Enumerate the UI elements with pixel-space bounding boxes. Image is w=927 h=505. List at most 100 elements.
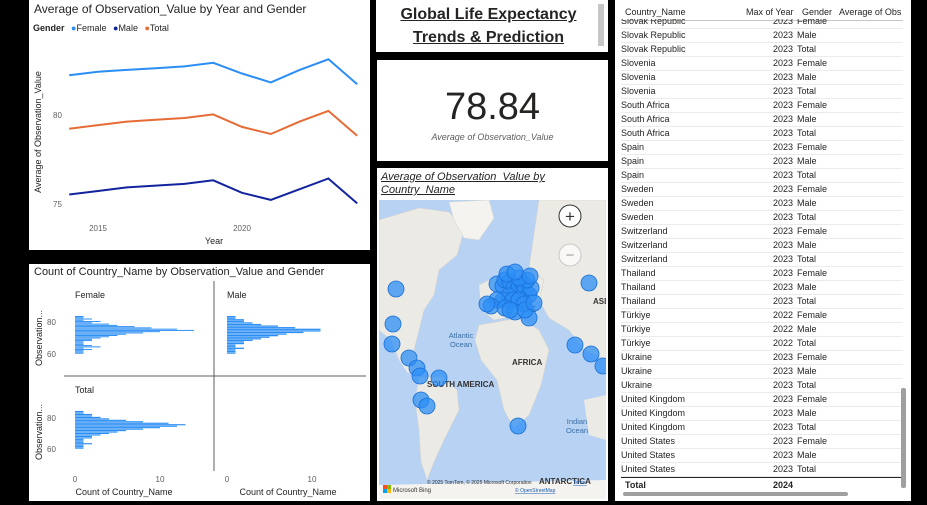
histogram-bar-female[interactable]: [75, 324, 118, 326]
histogram-bar-total[interactable]: [75, 424, 186, 426]
histogram-bar-female[interactable]: [75, 352, 84, 354]
series-line-male[interactable]: [69, 177, 358, 205]
histogram-bar-female[interactable]: [75, 347, 84, 349]
table-row[interactable]: Switzerland 2023 Male: [621, 239, 903, 253]
table-row[interactable]: Slovak Republic 2023 Female: [621, 19, 903, 29]
zoom-in-button[interactable]: [558, 204, 582, 228]
histogram-bar-female[interactable]: [75, 345, 92, 347]
histogram-bar-female[interactable]: [75, 350, 84, 352]
table-row[interactable]: Ukraine 2023 Male: [621, 365, 903, 379]
col-header-gender[interactable]: Gender: [802, 7, 833, 17]
histogram-bar-male[interactable]: [227, 319, 244, 321]
histogram-bar-total[interactable]: [75, 438, 84, 440]
histogram-bar-male[interactable]: [227, 325, 278, 327]
histogram-bar-female[interactable]: [75, 319, 84, 321]
histogram-bar-female[interactable]: [75, 333, 126, 335]
histogram-bar-female[interactable]: [75, 332, 143, 334]
country-bubble[interactable]: [566, 336, 584, 354]
table-row[interactable]: Türkiye 2022 Total: [621, 337, 903, 351]
histogram-bar-female[interactable]: [75, 328, 177, 330]
histogram-bar-male[interactable]: [227, 347, 244, 349]
line-chart-panel[interactable]: Average of Observation_Value by Year and…: [29, 0, 370, 250]
histogram-bar-total[interactable]: [75, 411, 84, 413]
table-row[interactable]: Spain 2023 Female: [621, 141, 903, 155]
country-bubble[interactable]: [384, 315, 402, 333]
histogram-bar-male[interactable]: [227, 352, 236, 354]
table-row[interactable]: Türkiye 2022 Male: [621, 323, 903, 337]
histogram-bar-total[interactable]: [75, 431, 118, 433]
histogram-bar-total[interactable]: [75, 422, 169, 424]
histogram-bar-female[interactable]: [75, 321, 101, 323]
table-panel[interactable]: Country_Name Max of Year Gender Average …: [615, 0, 911, 501]
country-bubble[interactable]: [478, 295, 496, 313]
histogram-bar-male[interactable]: [227, 333, 287, 335]
histogram-bar-male[interactable]: [227, 320, 244, 323]
histogram-bar-total[interactable]: [75, 446, 84, 448]
histogram-bar-total[interactable]: [75, 415, 92, 417]
histogram-bar-total[interactable]: [75, 443, 92, 445]
country-bubble[interactable]: [411, 367, 429, 385]
histogram-bar-male[interactable]: [227, 327, 295, 329]
histogram-bar-total[interactable]: [75, 432, 109, 435]
histogram-bar-female[interactable]: [75, 348, 92, 350]
histogram-bar-total[interactable]: [75, 430, 126, 432]
histogram-bar-female[interactable]: [75, 337, 101, 339]
country-bubble[interactable]: [509, 417, 527, 435]
histogram-bar-female[interactable]: [75, 327, 152, 329]
histogram-bar-total[interactable]: [75, 434, 101, 436]
histogram-bar-male[interactable]: [227, 349, 236, 351]
histogram-bar-male[interactable]: [227, 336, 270, 338]
histogram-bar-total[interactable]: [75, 413, 92, 416]
histogram-bar-female[interactable]: [75, 326, 135, 328]
country-bubble[interactable]: [521, 267, 539, 285]
country-bubble[interactable]: [430, 369, 448, 387]
histogram-bar-male[interactable]: [227, 330, 321, 332]
country-bubbles[interactable]: [383, 263, 606, 435]
histogram-bar-male[interactable]: [227, 344, 236, 346]
histogram-bar-total[interactable]: [75, 435, 92, 438]
histogram-bar-female[interactable]: [75, 346, 101, 348]
map-panel[interactable]: Average of Observation_Value by Country_…: [377, 168, 608, 501]
title-scrollbar[interactable]: [598, 4, 604, 46]
series-line-female[interactable]: [69, 58, 358, 85]
histogram-bar-male[interactable]: [227, 350, 236, 353]
legend-total[interactable]: Total: [149, 23, 169, 33]
histogram-bar-female[interactable]: [75, 340, 92, 342]
country-bubble[interactable]: [387, 280, 405, 298]
legend-male[interactable]: Male: [118, 23, 138, 33]
histogram-bar-female[interactable]: [75, 316, 84, 317]
col-header-country[interactable]: Country_Name: [625, 7, 686, 17]
histogram-bar-male[interactable]: [227, 339, 253, 342]
histogram-bar-total[interactable]: [75, 416, 101, 419]
histogram-bar-female[interactable]: [75, 318, 92, 320]
country-bubble[interactable]: [506, 263, 524, 281]
table-row[interactable]: South Africa 2023 Male: [621, 113, 903, 127]
col-header-average[interactable]: Average of Obs: [839, 7, 902, 17]
histogram-bar-male[interactable]: [227, 328, 321, 330]
histogram-bar-total[interactable]: [75, 428, 143, 430]
table-row[interactable]: Ukraine 2023 Total: [621, 379, 903, 393]
country-bubble[interactable]: [594, 357, 606, 375]
histogram-bar-male[interactable]: [227, 342, 244, 345]
table-row[interactable]: United States 2023 Female: [621, 435, 903, 449]
table-row[interactable]: Sweden 2023 Female: [621, 183, 903, 197]
world-map[interactable]: OPE ASI Atlantic Ocean AFRICA SOUTH AMER…: [379, 200, 606, 499]
table-row[interactable]: Spain 2023 Male: [621, 155, 903, 169]
histogram-bar-male[interactable]: [227, 322, 253, 324]
zoom-out-button[interactable]: [558, 243, 582, 267]
table-row[interactable]: Türkiye 2022 Female: [621, 309, 903, 323]
table-row[interactable]: South Africa 2023 Female: [621, 99, 903, 113]
table-row[interactable]: Sweden 2023 Total: [621, 211, 903, 225]
histogram-bar-female[interactable]: [75, 331, 160, 333]
table-row[interactable]: Switzerland 2023 Female: [621, 225, 903, 239]
histogram-bar-total[interactable]: [75, 419, 126, 421]
table-row[interactable]: Slovak Republic 2023 Male: [621, 29, 903, 43]
histogram-bar-total[interactable]: [75, 425, 177, 427]
histogram-bar-total[interactable]: [75, 418, 109, 420]
table-row[interactable]: Slovenia 2023 Female: [621, 57, 903, 71]
table-row[interactable]: United Kingdom 2023 Male: [621, 407, 903, 421]
col-header-year[interactable]: Max of Year: [746, 7, 794, 17]
histogram-panel[interactable]: Count of Country_Name by Observation_Val…: [29, 264, 370, 501]
histogram-bar-total[interactable]: [75, 440, 84, 442]
table-row[interactable]: South Africa 2023 Total: [621, 127, 903, 141]
